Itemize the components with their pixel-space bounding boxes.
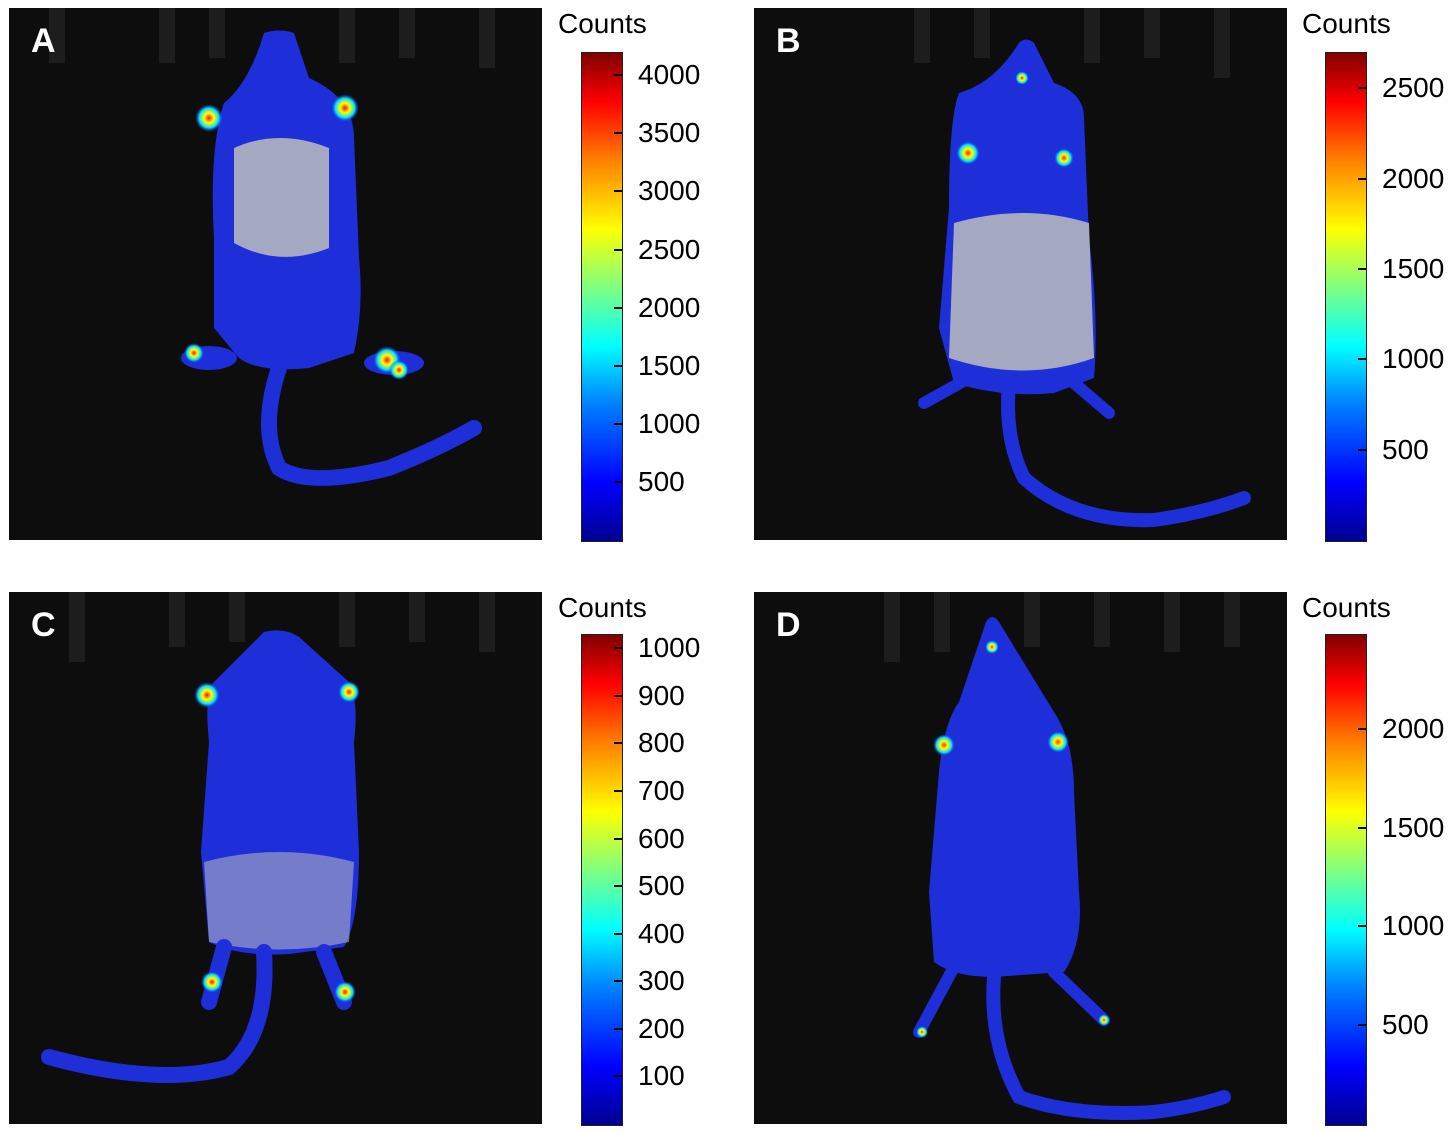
colorbar-tick-label: 1500 <box>638 349 701 381</box>
colorbar-tick-label: 1000 <box>1382 910 1445 942</box>
mouse-silhouette-c <box>41 592 495 1083</box>
colorbar-ticks: 100 200 300 400 500 600 700 800 900 1000 <box>614 632 742 1124</box>
colorbar-tick-label: 500 <box>1382 1009 1429 1041</box>
colorbar-tick-label: 100 <box>638 1060 685 1092</box>
colorbar-tick-label: 900 <box>638 679 685 711</box>
colorbar-title: Counts <box>558 8 647 39</box>
colorbar-tick-label: 500 <box>638 465 685 497</box>
colorbar-tick-label: 4000 <box>638 59 701 91</box>
colorbar <box>581 634 623 1126</box>
colorbar-tick-label: 500 <box>638 870 685 902</box>
mouse-silhouette-b <box>914 8 1251 528</box>
colorbar-tick-label: 1000 <box>638 632 701 664</box>
panel-label: D <box>776 606 801 644</box>
panel-label: C <box>31 606 56 644</box>
mouse-silhouette-a <box>49 8 495 486</box>
colorbar <box>1325 634 1367 1126</box>
colorbar-title: Counts <box>1302 592 1391 623</box>
mouse-image-a: A <box>9 8 542 540</box>
colorbar-tick-label: 200 <box>638 1012 685 1044</box>
colorbar-tick-label: 1000 <box>1382 343 1445 375</box>
colorbar-tick-label: 500 <box>1382 433 1429 465</box>
colorbar-tick-label: 1000 <box>638 407 701 439</box>
colorbar-tick-label: 3500 <box>638 117 701 149</box>
colorbar-tick-label: 700 <box>638 774 685 806</box>
colorbar-ticks: 500 1000 1500 2000 2500 <box>1358 52 1456 540</box>
mouse-image-b: B <box>754 8 1287 540</box>
colorbar-tick-label: 2000 <box>1382 162 1445 194</box>
colorbar-tick-label: 3000 <box>638 175 701 207</box>
colorbar-tick-label: 1500 <box>1382 811 1445 843</box>
colorbar-tick-label: 800 <box>638 727 685 759</box>
colorbar-tick-label: 2000 <box>1382 712 1445 744</box>
colorbar-tick-label: 2500 <box>1382 72 1445 104</box>
mouse-image-d: D <box>754 592 1287 1124</box>
colorbar-title: Counts <box>558 592 647 623</box>
colorbar-ticks: 500 1000 1500 2000 2500 3000 3500 4000 <box>614 52 742 540</box>
colorbar-tick-label: 600 <box>638 822 685 854</box>
colorbar-ticks: 500 1000 1500 2000 <box>1358 634 1456 1124</box>
colorbar <box>581 52 623 542</box>
colorbar-tick-label: 2500 <box>638 233 701 265</box>
panel-label: B <box>776 22 801 60</box>
mouse-image-c: C <box>9 592 542 1124</box>
colorbar-tick-label: 300 <box>638 965 685 997</box>
colorbar-tick-label: 1500 <box>1382 252 1445 284</box>
panel-label: A <box>31 22 56 60</box>
colorbar-title: Counts <box>1302 8 1391 39</box>
mouse-silhouette-d <box>884 592 1240 1120</box>
colorbar-tick-label: 400 <box>638 917 685 949</box>
colorbar-tick-label: 2000 <box>638 291 701 323</box>
colorbar <box>1325 52 1367 542</box>
